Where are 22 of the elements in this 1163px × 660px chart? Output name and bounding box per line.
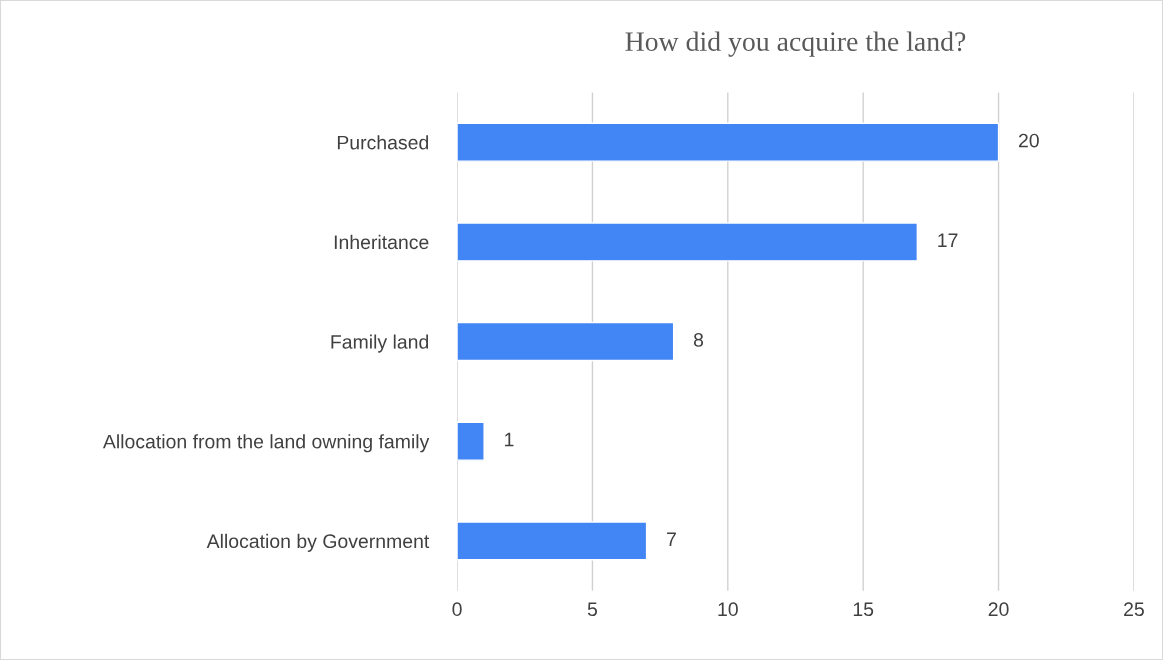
- y-tick-label: Family land: [331, 334, 429, 353]
- data-label: 7: [667, 532, 676, 546]
- y-tick-label: Inheritance: [334, 234, 429, 250]
- data-label: 20: [1018, 133, 1039, 148]
- chart-title: How did you acquire the land?: [625, 31, 966, 57]
- x-tick-label: 20: [988, 602, 1009, 617]
- y-tick-label: Allocation from the land owning family: [102, 434, 430, 453]
- data-label: 1: [505, 432, 514, 447]
- y-tick-label: Allocation by Government: [206, 533, 430, 552]
- data-label: 17: [938, 233, 958, 247]
- x-tick-label: 25: [1124, 602, 1144, 617]
- data-label: 8: [693, 333, 704, 347]
- x-tick-label: 0: [452, 602, 462, 617]
- bar: [457, 521, 648, 561]
- x-tick-label: 10: [718, 602, 738, 617]
- bar: [457, 321, 675, 362]
- bar: [457, 122, 1000, 162]
- bar: [457, 222, 919, 262]
- bar: [457, 421, 485, 461]
- y-tick-label: Purchased: [337, 135, 429, 150]
- x-tick-label: 15: [853, 602, 874, 617]
- x-tick-label: 5: [587, 602, 598, 617]
